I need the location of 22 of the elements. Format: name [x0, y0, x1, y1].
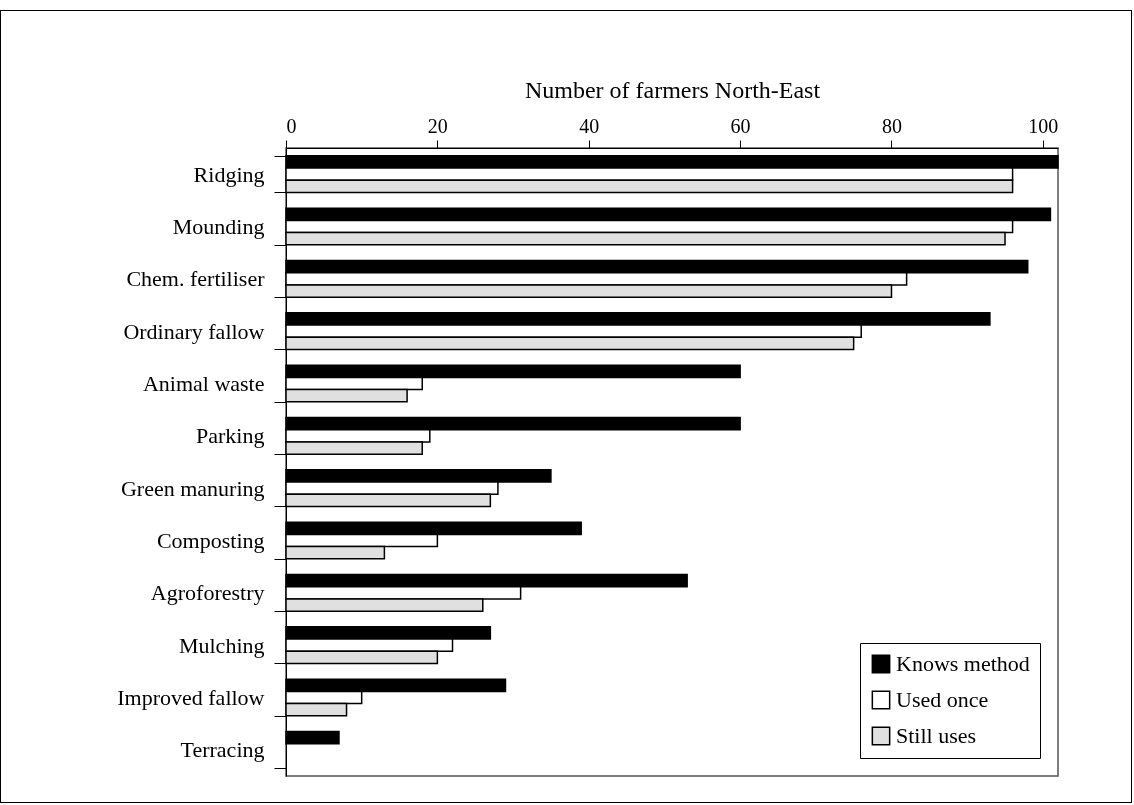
x-tick-label: 80 — [881, 114, 902, 137]
y-tick-label: Parking — [196, 423, 265, 449]
y-tick-label: Composting — [156, 528, 265, 553]
y-tick-label: Mulching — [178, 632, 265, 658]
x-tick-label: 0 — [286, 114, 297, 137]
legend-label: Still uses — [896, 723, 977, 748]
y-tick-label: Chem. fertiliser — [126, 266, 266, 292]
y-tick-label: Animal waste — [142, 371, 265, 396]
y-tick-label: Ordinary fallow — [123, 318, 265, 344]
legend-label: Knows method — [896, 651, 1030, 676]
x-tick-label: 40 — [579, 114, 600, 137]
x-axis-title: Number of farmers North-East — [524, 76, 821, 103]
y-tick-label: Improved fallow — [117, 685, 265, 710]
y-tick-label: Ridging — [193, 161, 265, 187]
y-tick-label: Terracing — [180, 737, 265, 763]
legend-label: Used once — [896, 687, 989, 712]
y-tick-label: Green manuring — [120, 475, 265, 501]
x-tick-label: 20 — [427, 114, 448, 137]
y-tick-label: Agroforestry — [150, 580, 265, 606]
y-tick-label: Mounding — [172, 214, 265, 239]
x-tick-label: 60 — [730, 114, 751, 137]
x-tick-label: 100 — [1028, 114, 1059, 137]
